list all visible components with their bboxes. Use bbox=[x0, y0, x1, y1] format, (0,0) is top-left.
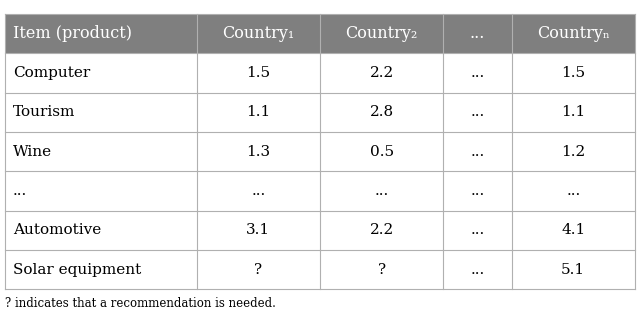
Text: 2.2: 2.2 bbox=[369, 66, 394, 80]
Text: Solar equipment: Solar equipment bbox=[13, 263, 141, 276]
Text: Computer: Computer bbox=[13, 66, 90, 80]
Text: ? indicates that a recommendation is needed.: ? indicates that a recommendation is nee… bbox=[5, 297, 276, 310]
Text: 1.2: 1.2 bbox=[561, 145, 586, 159]
Text: Wine: Wine bbox=[13, 145, 52, 159]
Text: ?: ? bbox=[378, 263, 386, 276]
Text: ...: ... bbox=[470, 263, 484, 276]
Text: ...: ... bbox=[13, 184, 27, 198]
Text: 1.1: 1.1 bbox=[246, 106, 271, 119]
Text: ...: ... bbox=[470, 223, 484, 237]
Text: Automotive: Automotive bbox=[13, 223, 101, 237]
Text: 1.5: 1.5 bbox=[246, 66, 271, 80]
Bar bbox=[5, 14, 635, 53]
Text: 4.1: 4.1 bbox=[561, 223, 586, 237]
Text: ...: ... bbox=[470, 184, 484, 198]
Text: 0.5: 0.5 bbox=[369, 145, 394, 159]
Text: 5.1: 5.1 bbox=[561, 263, 586, 276]
Text: Countryₙ: Countryₙ bbox=[537, 25, 610, 42]
Text: ?: ? bbox=[254, 263, 262, 276]
Text: Item (product): Item (product) bbox=[13, 25, 132, 42]
Text: 1.1: 1.1 bbox=[561, 106, 586, 119]
Text: ...: ... bbox=[470, 145, 484, 159]
Text: Country₁: Country₁ bbox=[222, 25, 294, 42]
Text: 1.5: 1.5 bbox=[561, 66, 586, 80]
Text: ...: ... bbox=[470, 25, 485, 42]
Text: 2.8: 2.8 bbox=[369, 106, 394, 119]
Text: ...: ... bbox=[252, 184, 266, 198]
Text: ...: ... bbox=[470, 106, 484, 119]
Text: Country₂: Country₂ bbox=[346, 25, 418, 42]
Text: Tourism: Tourism bbox=[13, 106, 75, 119]
Text: ...: ... bbox=[374, 184, 388, 198]
Text: ...: ... bbox=[566, 184, 580, 198]
Text: 3.1: 3.1 bbox=[246, 223, 271, 237]
Text: 2.2: 2.2 bbox=[369, 223, 394, 237]
Text: 1.3: 1.3 bbox=[246, 145, 271, 159]
Text: ...: ... bbox=[470, 66, 484, 80]
